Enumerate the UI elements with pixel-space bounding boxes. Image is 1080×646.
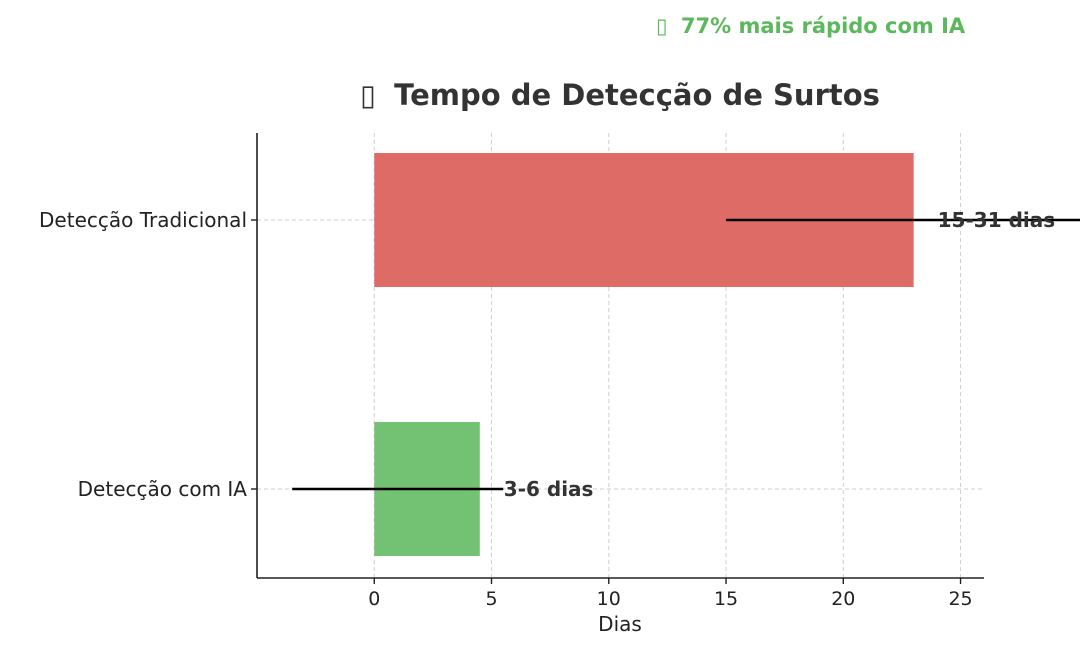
error-bars (292, 218, 1080, 491)
tofu-glyph-icon: ▯ (656, 14, 668, 38)
speed-callout: ▯ 77% mais rápido com IA (656, 14, 966, 38)
x-tick-label: 15 (714, 588, 738, 610)
category-label: Detecção Tradicional (39, 208, 247, 232)
y-ticks: Detecção Tradicional Detecção com IA (39, 208, 257, 501)
x-tick-label: 20 (831, 588, 855, 610)
x-axis-label: Dias (598, 612, 642, 636)
x-tick-label: 10 (597, 588, 621, 610)
tofu-glyph-icon: ▯ (360, 78, 376, 112)
bar-value-label: 3-6 dias (504, 477, 594, 501)
chart-title-text: Tempo de Detecção de Surtos (394, 78, 880, 112)
x-tick-label: 25 (948, 588, 972, 610)
x-tick-label: 5 (485, 588, 497, 610)
bar-labels: 15-31 dias 3-6 dias (504, 208, 1055, 501)
callout-text: 77% mais rápido com IA (681, 14, 966, 38)
x-tick-label: 0 (368, 588, 380, 610)
chart-title: ▯ Tempo de Detecção de Surtos (360, 78, 880, 112)
bars (374, 153, 914, 556)
bar-value-label: 15-31 dias (938, 208, 1056, 232)
x-ticks: 0 5 10 15 20 25 (368, 578, 973, 610)
category-label: Detecção com IA (78, 477, 248, 501)
